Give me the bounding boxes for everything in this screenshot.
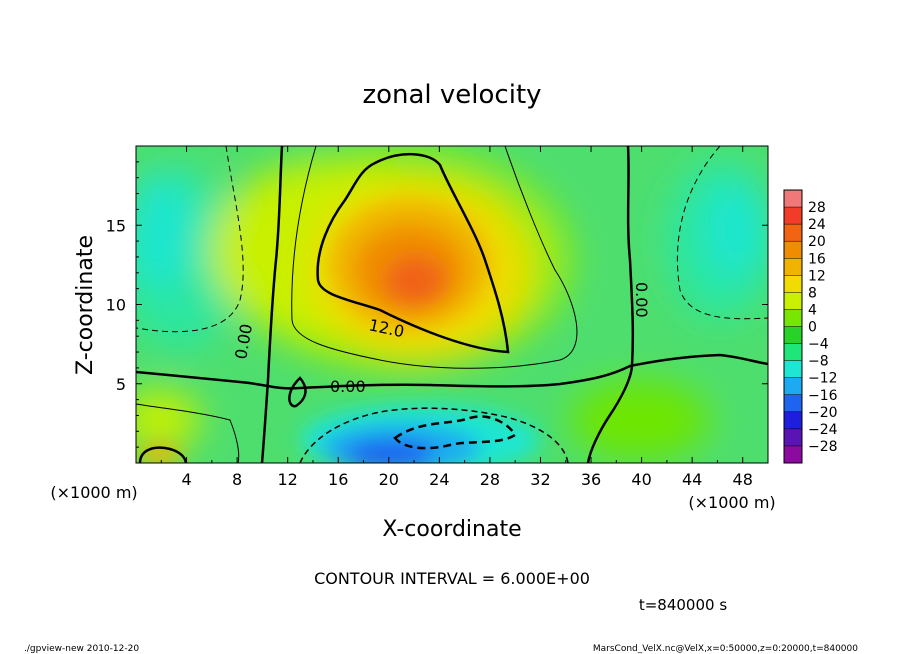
colorbar-swatch (784, 394, 802, 413)
colorbar-label: −16 (808, 388, 838, 404)
colorbar-swatch (784, 309, 802, 327)
y-axis-label: Z-coordinate (73, 235, 98, 375)
contour-0-main (136, 353, 768, 390)
x-axis-ticks: 4 8 12 16 20 24 28 32 36 40 44 48 (160, 146, 753, 489)
x-tick-label: 44 (682, 470, 702, 489)
contours (136, 146, 768, 463)
colorbar-swatch (784, 224, 802, 242)
x-tick-label: 24 (429, 470, 449, 489)
contour-6-thin (291, 146, 578, 369)
x-tick-label: 32 (530, 470, 550, 489)
chart-title: zonal velocity (362, 80, 541, 110)
y-axis-ticks: 5 10 15 (106, 161, 768, 448)
footer-left: ./gpview-new 2010-12-20 (24, 644, 139, 654)
colorbar-label: 4 (808, 302, 817, 318)
colorbar-label: −20 (808, 405, 838, 421)
colorbar-swatch (784, 360, 802, 379)
x-tick-label: 36 (581, 470, 601, 489)
colorbar-swatch (784, 428, 802, 447)
x-tick-label: 12 (278, 470, 298, 489)
colorbar-swatch (784, 241, 802, 259)
contour-neg-low (299, 407, 569, 463)
colorbar-swatch (784, 275, 802, 293)
field-core (138, 200, 540, 463)
contour-0-west (260, 146, 284, 463)
colorbar-label: −28 (808, 439, 838, 455)
contour-0-east (586, 146, 635, 463)
x-unit-label-right: (×1000 m) (688, 493, 775, 512)
contour-label-0-east: 0.00 (632, 282, 651, 318)
contour-label-0-center: 0.00 (330, 377, 366, 396)
colorbar-label: 12 (808, 268, 826, 284)
contour-neg-inner (393, 415, 517, 450)
x-tick-label: 8 (232, 470, 242, 489)
x-tick-label: 28 (480, 470, 500, 489)
colorbar-label: −4 (808, 337, 829, 353)
contour-neg-east (676, 146, 768, 320)
colorbar-swatch (784, 445, 802, 464)
time-label: t=840000 s (639, 596, 727, 614)
colorbar-swatch (784, 326, 802, 345)
colorbar-swatch (784, 207, 802, 225)
contour-neg-west (136, 146, 244, 333)
colorbar-label: 8 (808, 285, 817, 301)
colorbar-label: −8 (808, 354, 829, 370)
footer-right: MarsCond_VelX.nc@VelX,x=0:50000,z=0:2000… (593, 644, 858, 654)
x-tick-label: 40 (631, 470, 651, 489)
x-tick-label: 20 (379, 470, 399, 489)
contour-surface-max (138, 446, 188, 463)
colorbar-swatch (784, 190, 802, 208)
contour-interval-text: CONTOUR INTERVAL = 6.000E+00 (314, 569, 590, 588)
colorbar-swatch (784, 377, 802, 396)
colorbar-swatch (784, 343, 802, 362)
y-tick-label: 5 (116, 375, 126, 394)
contour-12 (316, 152, 510, 354)
colorbar-label: −12 (808, 371, 838, 387)
colorbar-swatch (784, 258, 802, 276)
y-tick-label: 15 (106, 216, 126, 235)
colorbar-swatch (784, 411, 802, 430)
colorbar-label: 24 (808, 217, 826, 233)
x-tick-label: 16 (328, 470, 348, 489)
colorbar-swatch (784, 292, 802, 310)
x-axis-label: X-coordinate (382, 517, 521, 542)
field-plot: 12.0 0.00 0.00 0.00 (136, 146, 768, 463)
y-tick-label: 10 (106, 296, 126, 315)
colorbar-label: 20 (808, 234, 826, 250)
x-tick-label: 4 (181, 470, 191, 489)
contour-low-west (136, 403, 240, 463)
colorbar-label: 16 (808, 251, 826, 267)
x-tick-label: 48 (733, 470, 753, 489)
colorbar-label: 28 (808, 200, 826, 216)
contour-0-loop (288, 376, 307, 408)
x-unit-label-left: (×1000 m) (50, 483, 137, 502)
colorbar-label: 0 (808, 320, 817, 336)
colorbar-label: −24 (808, 422, 838, 438)
